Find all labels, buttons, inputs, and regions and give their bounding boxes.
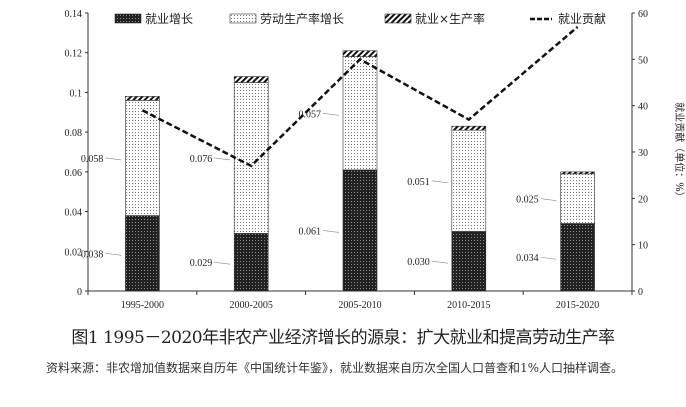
y2-tick-label: 40 bbox=[638, 102, 648, 113]
y2-tick-label: 30 bbox=[638, 148, 648, 159]
x-tick-label: 2005-2010 bbox=[338, 300, 381, 310]
y-tick-label: 0.1 bbox=[70, 88, 83, 99]
x-tick-label: 2000-2005 bbox=[230, 300, 273, 310]
bar-productivity-growth bbox=[125, 100, 160, 216]
bar-employment-growth bbox=[451, 231, 487, 292]
data-label: 0.038 bbox=[81, 249, 104, 260]
bar-productivity-growth bbox=[233, 82, 269, 234]
legend-label: 就业贡献 bbox=[558, 11, 606, 26]
y2-tick-label: 10 bbox=[638, 241, 648, 252]
bar-interaction bbox=[233, 76, 269, 83]
data-label-leader bbox=[105, 157, 122, 161]
legend-label: 劳动生产率增长 bbox=[260, 11, 344, 26]
data-label: 0.051 bbox=[407, 177, 430, 188]
y-tick-label: 0.06 bbox=[65, 168, 83, 179]
data-label-leader bbox=[214, 261, 231, 265]
data-label-leader bbox=[431, 260, 448, 264]
bar-interaction bbox=[125, 96, 160, 101]
bar-employment-growth bbox=[233, 233, 269, 292]
bar-productivity-growth bbox=[560, 173, 595, 224]
bar-employment-growth bbox=[342, 169, 378, 292]
x-tick-label: 2010-2015 bbox=[447, 300, 490, 310]
bar-productivity-growth bbox=[451, 129, 487, 232]
data-label-leader bbox=[431, 180, 448, 184]
y2-tick-label: 20 bbox=[638, 194, 648, 205]
y2-tick-label: 0 bbox=[638, 287, 643, 298]
data-label: 0.058 bbox=[81, 154, 104, 165]
y2-tick-label: 50 bbox=[638, 55, 648, 66]
bar-employment-growth bbox=[125, 215, 160, 292]
y-tick-label: 0.02 bbox=[65, 247, 83, 258]
bar-interaction bbox=[342, 50, 378, 57]
data-label-leader bbox=[105, 252, 122, 256]
legend-swatch bbox=[229, 13, 257, 24]
data-label-leader bbox=[322, 112, 340, 116]
data-label-leader bbox=[214, 157, 231, 161]
legend-swatch bbox=[384, 13, 412, 24]
legend-swatch bbox=[114, 13, 142, 24]
y2-axis-label: 就业贡献（单位：%） bbox=[673, 102, 686, 202]
figure-caption: 图1 1995－2020年非农产业经济增长的源泉：扩大就业和提高劳动生产率 bbox=[71, 328, 615, 348]
data-label: 0.030 bbox=[407, 257, 430, 268]
data-label: 0.025 bbox=[516, 195, 539, 206]
source-note: 资料来源：非农增加值数据来自历年《中国统计年鉴》，就业数据来自历次全国人口普查和… bbox=[46, 361, 624, 375]
data-label-leader bbox=[322, 230, 340, 233]
data-label: 0.061 bbox=[299, 226, 322, 237]
y2-tick-label: 60 bbox=[638, 9, 648, 20]
data-label-leader bbox=[540, 256, 557, 260]
chart: 0 0.02 0.04 0.06 0.08 0.1 0.12 0.14 0 10 20 30 40 50 6… bbox=[65, 9, 686, 311]
y-tick-label: 0.08 bbox=[65, 128, 83, 139]
data-label: 0.057 bbox=[299, 109, 322, 120]
data-label: 0.076 bbox=[190, 154, 213, 165]
legend-label: 就业增长 bbox=[145, 12, 193, 26]
data-label-leader bbox=[540, 198, 557, 201]
bar-interaction bbox=[451, 125, 487, 131]
bar-employment-growth bbox=[560, 223, 595, 292]
y-tick-label: 0.12 bbox=[65, 49, 83, 60]
bar-productivity-growth bbox=[342, 56, 378, 171]
bar-interaction bbox=[560, 171, 595, 175]
data-label: 0.029 bbox=[190, 258, 213, 269]
legend-label: 就业×生产率 bbox=[415, 11, 485, 26]
y-tick-label: 0.14 bbox=[65, 9, 83, 20]
x-tick-label: 2015-2020 bbox=[556, 300, 599, 310]
x-tick-label: 1995-2000 bbox=[121, 300, 164, 310]
data-label: 0.034 bbox=[516, 253, 539, 264]
y-tick-label: 0 bbox=[77, 287, 82, 298]
y-tick-label: 0.04 bbox=[65, 208, 83, 219]
